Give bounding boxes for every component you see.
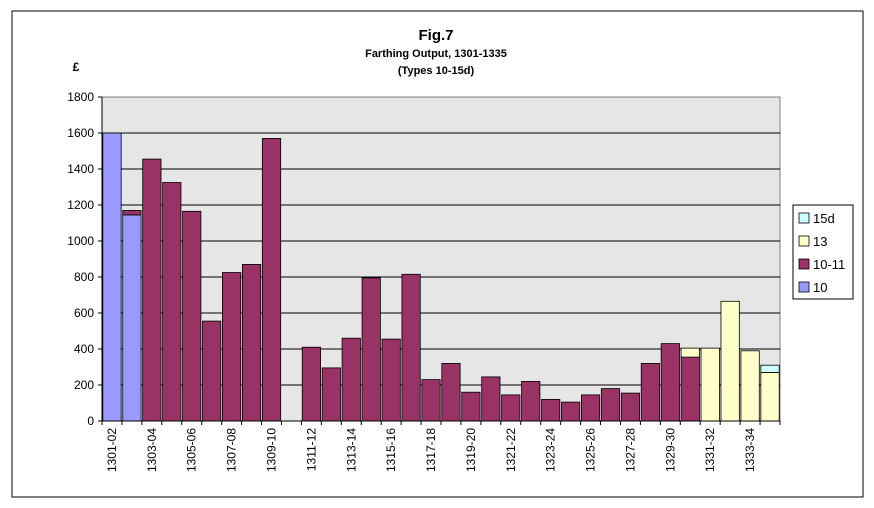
x-tick-label: 1317-18 [424, 428, 438, 472]
y-tick-label: 1800 [67, 90, 94, 104]
x-tick-label: 1307-08 [225, 428, 239, 472]
x-tick-label: 1329-30 [663, 428, 677, 472]
y-tick-label: 800 [74, 270, 94, 284]
x-tick-label: 1321-22 [504, 428, 518, 472]
axes [98, 96, 781, 425]
legend-label-10-11: 10-11 [813, 257, 845, 272]
bar-1326-27-series-10-11 [600, 388, 621, 422]
bars [102, 132, 780, 422]
legend: 15d 13 10-11 10 [792, 204, 854, 300]
y-axis-label: £ [73, 60, 80, 74]
chart-subtitle-types: (Types 10-15d) [398, 65, 475, 77]
x-tick-label: 1311-12 [304, 428, 318, 471]
bar-1317-18-series-10-11 [421, 379, 441, 422]
y-tick-label: 1400 [67, 162, 94, 176]
bar-1331-32-series-13 [700, 347, 720, 422]
bar-1321-22-series-10-11 [501, 394, 521, 422]
legend-swatch-10 [798, 281, 810, 293]
bar-1319-20-series-10-11 [461, 391, 481, 422]
bar-1311-12-series-10-11 [301, 346, 321, 422]
x-tick-label: 1319-20 [464, 428, 478, 472]
bar-1318-19-series-10-11 [441, 362, 461, 422]
x-tick-labels: 1301-02 1303-04 1305-06 1307-08 1309-10 1311-… [105, 428, 757, 472]
legend-swatch-15d [798, 212, 810, 224]
bar-1329-30-series-10-11 [660, 343, 680, 422]
x-tick-label: 1313-14 [344, 428, 358, 472]
bar-1330-31-series-13 [680, 347, 700, 358]
bar-1304-05-series-10-11 [162, 182, 182, 422]
bar-1307-08-series-10-11 [222, 272, 242, 422]
x-tick-label: 1301-02 [105, 428, 119, 472]
x-tick-label: 1327-28 [623, 428, 637, 472]
y-tick-label: 200 [74, 378, 94, 392]
bar-1330-31-series-10-11 [680, 356, 700, 422]
y-tick-labels: 0 200 400 600 800 1000 1200 1400 1600 1800 [67, 90, 94, 428]
bar-1303-04-series-10-11 [142, 158, 162, 422]
y-tick-label: 1600 [67, 126, 94, 140]
x-tick-label: 1325-26 [584, 428, 598, 472]
bar-1305-06-series-10-11 [182, 210, 202, 422]
bar-1332-33-series-13 [720, 300, 740, 422]
x-tick-label: 1309-10 [265, 428, 279, 472]
bar-1334-35-series-15d [760, 364, 780, 373]
bar-1320-21-series-10-11 [481, 376, 501, 422]
y-tick-label: 400 [74, 342, 94, 356]
y-tick-label: 0 [87, 414, 94, 428]
y-tick-label: 600 [74, 306, 94, 320]
x-tick-label: 1333-34 [743, 428, 757, 472]
bar-1328-29-series-10-11 [640, 362, 660, 422]
bar-1333-34-series-13 [740, 350, 760, 422]
bar-1312-13-series-10-11 [321, 367, 341, 422]
legend-label-10: 10 [813, 280, 827, 295]
legend-swatch-10-11 [798, 258, 810, 270]
x-tick-label: 1331-32 [703, 428, 717, 472]
legend-label-13: 13 [813, 234, 827, 249]
bar-1302-03-series-10-11 [122, 209, 142, 216]
x-tick-label: 1305-06 [185, 428, 199, 472]
bar-1324-25-series-10-11 [561, 401, 581, 422]
chart-title: Fig.7 [418, 27, 453, 44]
bar-1309-10-series-10-11 [261, 137, 282, 422]
bar-1322-23-series-10-11 [521, 380, 541, 422]
x-tick-label: 1315-16 [384, 428, 398, 472]
x-tick-label: 1303-04 [145, 428, 159, 472]
bar-1323-24-series-10-11 [541, 398, 561, 422]
legend-swatch-13 [798, 235, 810, 247]
bar-1313-14-series-10-11 [341, 337, 361, 422]
bar-1334-35-series-13 [760, 371, 780, 422]
bar-1314-15-series-10-11 [361, 277, 381, 422]
bar-1302-03-series-10 [122, 214, 142, 422]
y-tick-label: 1000 [67, 234, 94, 248]
bar-1308-09-series-10-11 [241, 263, 262, 422]
bar-1315-16-series-10-11 [381, 338, 401, 422]
y-tick-label: 1200 [67, 198, 94, 212]
bar-1306-07-series-10-11 [202, 320, 222, 422]
bar-1325-26-series-10-11 [580, 394, 601, 422]
bar-1316-17-series-10-11 [401, 273, 421, 422]
legend-label-15d: 15d [813, 211, 835, 226]
bar-1301-02-series-10 [102, 132, 122, 422]
bar-1327-28-series-10-11 [620, 392, 641, 422]
chart-subtitle: Farthing Output, 1301-1335 [365, 48, 507, 60]
x-tick-label: 1323-24 [544, 428, 558, 472]
